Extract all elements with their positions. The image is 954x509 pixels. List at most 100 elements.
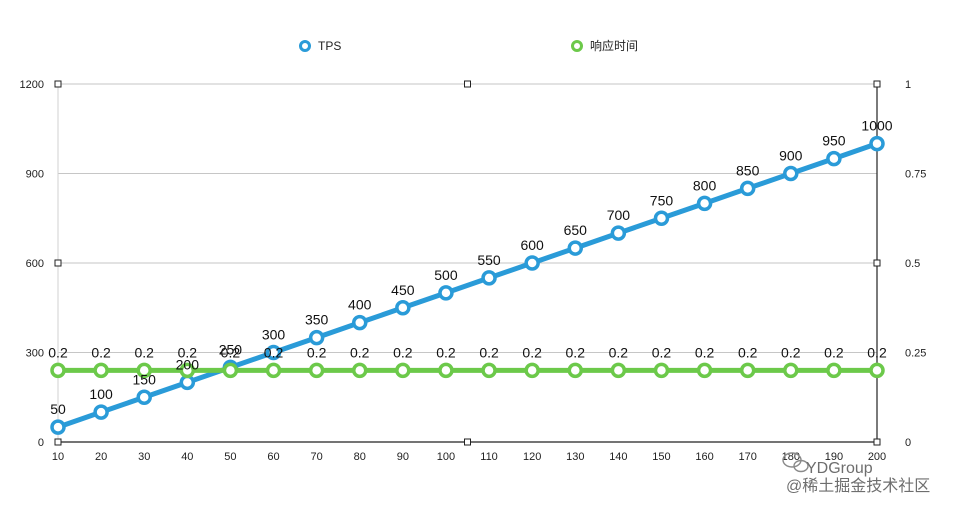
- selection-handle: [54, 259, 62, 267]
- data-label: 450: [391, 282, 415, 298]
- data-point: [308, 329, 325, 346]
- data-point: [481, 362, 497, 379]
- x-tick-label: 80: [354, 451, 366, 463]
- data-point: [869, 135, 885, 152]
- watermark: YDGroup @稀土掘金技术社区: [782, 452, 930, 495]
- watermark-site-name: @稀土掘金技术社区: [786, 477, 930, 495]
- data-label: 0.2: [738, 344, 758, 360]
- x-tick-label: 50: [224, 451, 236, 463]
- data-label: 0.2: [609, 344, 629, 360]
- data-label: 0.2: [436, 344, 456, 360]
- data-point: [395, 300, 411, 316]
- data-point: [524, 362, 540, 379]
- data-point: [610, 225, 627, 241]
- data-point: [653, 210, 670, 226]
- data-label: 500: [434, 267, 458, 283]
- data-point: [438, 285, 454, 301]
- data-label: 150: [133, 371, 157, 387]
- x-tick-label: 130: [566, 451, 584, 463]
- data-label: 900: [779, 148, 803, 164]
- y-left-tick-label: 300: [26, 348, 44, 360]
- data-label: 50: [50, 401, 66, 417]
- y-right-tick-label: 1: [905, 79, 911, 91]
- data-point: [265, 344, 282, 361]
- data-labels-response-time: 0.2 0.2 0.2 0.2 0.2 0.2 0.2 0.2 0.2 0.2 0.2 0.2 0.2 0…: [48, 344, 887, 360]
- data-point: [783, 362, 799, 379]
- x-tick-label: 160: [695, 451, 713, 463]
- legend-marker: [571, 40, 583, 52]
- data-label: 550: [477, 252, 501, 268]
- x-tick-label: 60: [267, 451, 279, 463]
- data-point: [567, 362, 584, 379]
- data-point: [438, 362, 454, 379]
- data-point: [136, 389, 152, 405]
- data-point: [826, 150, 842, 167]
- x-tick-label: 190: [825, 451, 843, 463]
- legend-marker: [299, 40, 311, 52]
- data-label: 0.2: [824, 344, 844, 360]
- data-label: 0.2: [307, 344, 327, 360]
- data-label: 100: [89, 386, 113, 402]
- data-point: [783, 165, 799, 182]
- data-point: [739, 362, 756, 379]
- data-point: [826, 362, 842, 379]
- data-point: [179, 362, 196, 379]
- data-label: 700: [607, 207, 631, 223]
- data-point: [395, 362, 411, 379]
- data-label: 0.2: [867, 344, 887, 360]
- data-point: [265, 362, 282, 379]
- y-right-tick-label: 0: [905, 437, 911, 449]
- y-left-tick-label: 0: [38, 437, 44, 449]
- x-tick-label: 70: [311, 451, 323, 463]
- data-point: [739, 180, 756, 197]
- y-right-tick-label: 0.25: [905, 348, 926, 360]
- data-label: 850: [736, 162, 760, 178]
- data-label: 350: [305, 312, 329, 328]
- data-point: [524, 255, 540, 271]
- legend: TPS 响应时间: [299, 38, 638, 53]
- selection-handle: [464, 438, 471, 446]
- y-left-tick-label: 900: [26, 169, 44, 181]
- data-point: [93, 362, 109, 379]
- data-label: 0.2: [221, 344, 241, 360]
- data-label: 0.2: [566, 344, 586, 360]
- data-label: 0.2: [652, 344, 672, 360]
- x-axis: 10 20 30 40 50 60 70 80 90 100 110 120 130 140 150 160 1…: [52, 451, 886, 463]
- data-point: [308, 362, 325, 379]
- data-label: 300: [262, 327, 286, 343]
- data-label: 950: [822, 133, 846, 149]
- selection-handle: [464, 80, 471, 88]
- selection-handle: [54, 438, 62, 446]
- legend-label: 响应时间: [590, 38, 638, 53]
- data-point: [610, 362, 627, 379]
- data-point: [50, 419, 66, 435]
- selection-handles: [54, 80, 881, 446]
- data-label: 0.2: [393, 344, 413, 360]
- x-tick-label: 170: [739, 451, 757, 463]
- data-label: 1000: [861, 118, 892, 134]
- data-labels-tps: 50 100 150 200 250 300 350 400 450 500 550 600 650 70…: [50, 118, 893, 417]
- legend-item: TPS: [299, 39, 341, 53]
- data-label: 0.2: [479, 344, 499, 360]
- data-point: [136, 362, 152, 379]
- data-point: [222, 362, 239, 379]
- data-point: [351, 362, 368, 379]
- data-point: [50, 362, 66, 379]
- data-label: 200: [176, 356, 200, 372]
- data-label: 400: [348, 297, 372, 313]
- data-label: 0.2: [91, 344, 111, 360]
- data-point: [869, 362, 885, 379]
- data-label: 0.2: [522, 344, 542, 360]
- y-left-tick-label: 600: [26, 258, 44, 270]
- selection-handle: [873, 259, 881, 267]
- data-label: 0.2: [134, 344, 154, 360]
- data-label: 0.2: [350, 344, 370, 360]
- x-tick-label: 120: [523, 451, 541, 463]
- legend-item: 响应时间: [571, 38, 638, 53]
- x-tick-label: 90: [397, 451, 409, 463]
- data-point: [351, 314, 368, 331]
- series-response-time: [50, 362, 885, 379]
- legend-label: TPS: [318, 39, 341, 53]
- data-point: [696, 362, 713, 379]
